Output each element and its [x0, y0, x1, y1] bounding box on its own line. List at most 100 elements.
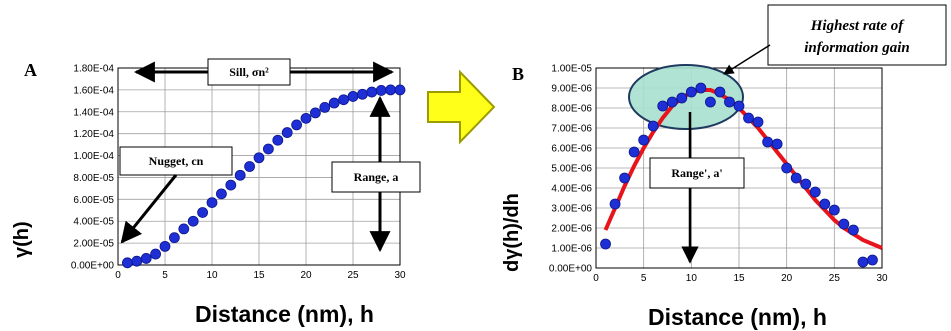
fit-curve-b: [603, 88, 883, 250]
x-tick-labels-b: 0 5 10 15 20 25 30: [593, 273, 888, 284]
data-point-b-13: [724, 96, 735, 108]
x-tick-a-4: 20: [300, 270, 312, 281]
data-point-a-23: [338, 94, 350, 106]
callout-line-1: Highest rate of: [810, 18, 906, 34]
x-tick-b-5: 25: [829, 273, 841, 284]
y-tick-a-2: 4.00E-05: [73, 217, 114, 228]
data-point-b-27: [857, 256, 869, 268]
y-tick-b-10: 1.00E-05: [551, 64, 592, 75]
panel-b: 0.00E+00 1.00E-06 2.00E-06 3.00E-06 4.00E-06…: [501, 4, 947, 330]
y-tick-b-8: 8.00E-06: [551, 104, 592, 115]
x-tick-b-0: 0: [593, 273, 599, 284]
data-point-b-20: [790, 172, 802, 184]
panel-letter-b: B: [512, 64, 524, 84]
transition-arrow-icon: [427, 69, 496, 145]
data-point-b-10: [695, 82, 707, 94]
y-tick-b-9: 9.00E-06: [551, 84, 592, 95]
data-point-b-28: [867, 254, 878, 266]
x-axis-label-a: Distance (nm), h: [195, 301, 374, 327]
y-tick-a-9: 1.80E-04: [73, 64, 114, 75]
y-tick-b-5: 5.00E-06: [551, 164, 592, 175]
data-point-a-3: [150, 248, 162, 260]
x-tick-b-6: 30: [876, 273, 888, 284]
data-point-b-9: [685, 86, 697, 98]
data-point-b-3: [628, 146, 640, 158]
x-tick-labels-a: 0 5 10 15 20 25 30: [115, 270, 406, 281]
data-point-a-26: [366, 86, 378, 98]
y-axis-label-a: γ(h): [11, 221, 33, 258]
x-tick-a-3: 15: [253, 270, 265, 281]
y-tick-a-0: 0.00E+00: [71, 261, 115, 272]
data-point-a-28: [385, 84, 397, 96]
data-point-a-9: [206, 197, 218, 209]
x-tick-b-2: 10: [686, 273, 698, 284]
data-point-a-6: [178, 223, 190, 235]
y-tick-labels-b: 0.00E+00 1.00E-06 2.00E-06 3.00E-06 4.00E-06…: [549, 64, 593, 275]
y-tick-b-6: 6.00E-06: [551, 144, 592, 155]
data-point-b-15: [743, 112, 754, 124]
nugget-label: Nugget, cn: [149, 154, 204, 168]
range-label-b: Range', a': [671, 166, 722, 180]
y-tick-b-7: 7.00E-06: [551, 124, 592, 135]
x-tick-a-6: 30: [394, 270, 406, 281]
data-point-a-10: [215, 188, 227, 200]
x-tick-a-2: 10: [206, 270, 218, 281]
x-tick-b-4: 20: [781, 273, 793, 284]
data-point-b-23: [819, 198, 831, 210]
x-tick-b-3: 15: [733, 273, 745, 284]
data-point-a-16: [272, 134, 284, 146]
data-point-a-24: [347, 91, 359, 102]
data-point-a-22: [328, 97, 340, 109]
data-point-a-27: [375, 85, 387, 96]
data-point-b-4: [638, 134, 650, 146]
data-point-a-0: [122, 257, 133, 269]
data-point-a-7: [187, 215, 199, 227]
sill-label: Sill, σn²: [229, 65, 269, 79]
data-point-b-8: [676, 92, 688, 104]
data-point-a-17: [281, 127, 293, 138]
callout-box: [767, 4, 947, 66]
data-point-b-18: [771, 138, 783, 150]
data-point-a-14: [253, 152, 265, 164]
data-point-b-2: [619, 172, 630, 184]
data-point-b-25: [838, 218, 850, 230]
x-tick-a-1: 5: [162, 270, 168, 281]
data-point-a-20: [309, 107, 321, 119]
data-point-a-25: [356, 88, 368, 100]
x-tick-b-1: 5: [641, 273, 647, 284]
y-tick-a-7: 1.40E-04: [73, 107, 114, 118]
range-box-a: [331, 161, 421, 193]
data-point-b-11: [705, 96, 716, 108]
y-tick-a-8: 1.60E-04: [73, 85, 114, 96]
data-point-a-19: [300, 112, 312, 124]
data-point-b-1: [609, 198, 621, 210]
data-point-b-19: [781, 162, 793, 174]
y-tick-a-1: 2.00E-05: [73, 239, 114, 250]
data-point-a-2: [140, 253, 152, 264]
x-axis-label-b: Distance (nm), h: [648, 304, 827, 330]
y-tick-b-0: 0.00E+00: [549, 264, 593, 275]
data-point-b-24: [828, 204, 840, 216]
y-axis-label-b: dγ(h)/dh: [501, 193, 523, 272]
panel-letter-a: A: [24, 60, 37, 80]
data-point-b-16: [752, 116, 764, 128]
data-point-a-8: [197, 207, 209, 218]
data-point-a-21: [319, 102, 331, 113]
range-box-b: [649, 157, 745, 189]
nugget-arrow: [120, 174, 178, 244]
callout-line-2: information gain: [804, 40, 909, 56]
data-point-b-21: [800, 178, 812, 190]
data-point-b-26: [848, 224, 859, 236]
x-tick-a-5: 25: [347, 270, 359, 281]
x-tick-a-0: 0: [115, 270, 121, 281]
data-point-a-15: [262, 143, 274, 155]
data-point-a-4: [159, 240, 171, 252]
y-tick-a-5: 1.00E-04: [73, 151, 114, 162]
data-point-b-5: [647, 120, 659, 132]
data-point-b-17: [762, 136, 773, 148]
nugget-box: [119, 146, 233, 176]
data-point-b-14: [733, 100, 745, 112]
y-tick-b-4: 4.00E-06: [551, 184, 592, 195]
y-tick-a-4: 8.00E-05: [73, 173, 114, 184]
